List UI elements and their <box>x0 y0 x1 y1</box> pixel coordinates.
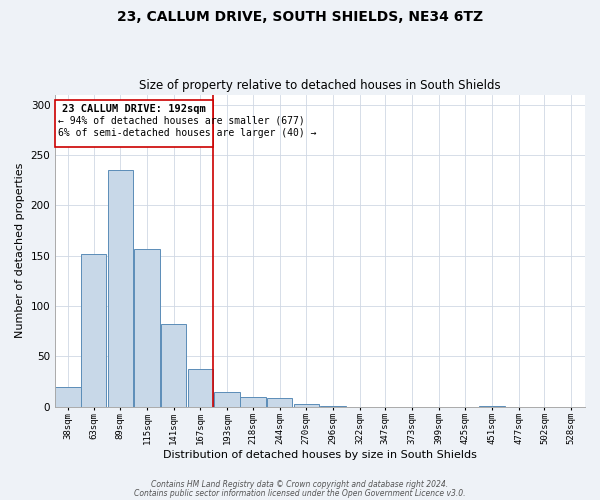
Text: 23, CALLUM DRIVE, SOUTH SHIELDS, NE34 6TZ: 23, CALLUM DRIVE, SOUTH SHIELDS, NE34 6T… <box>117 10 483 24</box>
Bar <box>107 170 133 406</box>
Bar <box>81 254 106 406</box>
Bar <box>240 396 266 406</box>
Text: 23 CALLUM DRIVE: 192sqm: 23 CALLUM DRIVE: 192sqm <box>62 104 206 114</box>
Bar <box>161 324 187 406</box>
Bar <box>55 386 80 406</box>
Bar <box>214 392 240 406</box>
Bar <box>188 370 213 406</box>
Y-axis label: Number of detached properties: Number of detached properties <box>15 163 25 338</box>
Bar <box>293 404 319 406</box>
Text: 6% of semi-detached houses are larger (40) →: 6% of semi-detached houses are larger (4… <box>58 128 317 138</box>
Bar <box>134 248 160 406</box>
Text: Contains public sector information licensed under the Open Government Licence v3: Contains public sector information licen… <box>134 488 466 498</box>
Text: ← 94% of detached houses are smaller (677): ← 94% of detached houses are smaller (67… <box>58 116 305 126</box>
X-axis label: Distribution of detached houses by size in South Shields: Distribution of detached houses by size … <box>163 450 477 460</box>
Bar <box>55 100 213 147</box>
Bar <box>267 398 292 406</box>
Text: Contains HM Land Registry data © Crown copyright and database right 2024.: Contains HM Land Registry data © Crown c… <box>151 480 449 489</box>
Title: Size of property relative to detached houses in South Shields: Size of property relative to detached ho… <box>139 79 501 92</box>
